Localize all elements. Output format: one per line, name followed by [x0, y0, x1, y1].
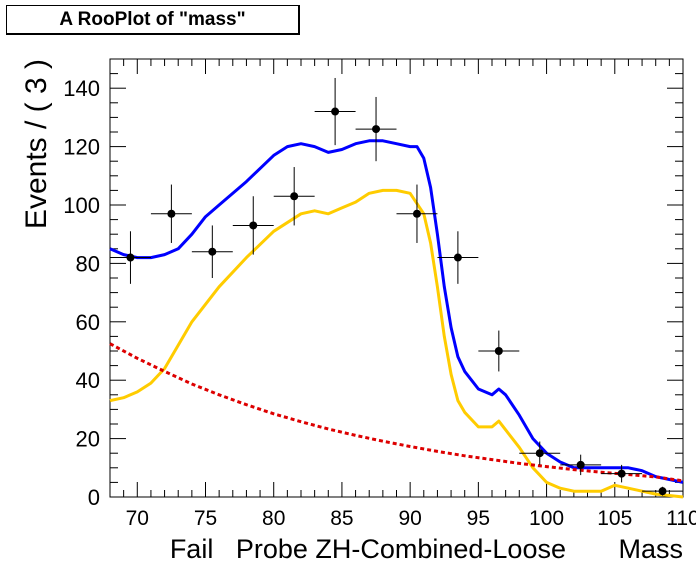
data-point [150, 184, 192, 243]
data-marker [372, 125, 381, 134]
y-tick-label: 20 [76, 427, 100, 452]
data-marker [167, 209, 176, 218]
x-tick-label: 100 [529, 507, 564, 530]
y-tick-label: 60 [76, 310, 100, 335]
data-point [560, 454, 602, 476]
x-tick-label: 95 [467, 507, 490, 530]
data-point [601, 464, 643, 483]
data-marker [576, 460, 585, 469]
data-marker [331, 107, 340, 116]
y-tick-label: 140 [63, 76, 100, 101]
data-marker [453, 253, 462, 262]
data-point [314, 77, 356, 146]
y-tick-label: 0 [88, 485, 100, 510]
data-point [191, 225, 233, 278]
data-marker [412, 209, 421, 218]
y-axis-label: Events / ( 3 ) [20, 59, 53, 229]
background-fit-curve [109, 342, 684, 483]
data-point [478, 330, 520, 372]
data-marker [249, 221, 258, 230]
x-tick-label: 70 [126, 507, 149, 530]
x-tick-label: 110 [666, 507, 696, 530]
y-tick-label: 120 [63, 135, 100, 160]
data-points [110, 77, 683, 496]
data-marker [494, 347, 503, 355]
y-tick-label: 40 [76, 368, 100, 393]
x-axis-label: Fail Probe ZH-Combined-Loose Mass [170, 534, 683, 564]
total-fit-curve [109, 139, 684, 484]
data-marker [617, 469, 626, 478]
axes: 70 75 80 85 90 95 100 105 110 0 20 40 60 80 100 120 140 [63, 59, 696, 530]
data-point [642, 486, 683, 496]
data-point [519, 441, 561, 465]
data-point [396, 184, 438, 243]
data-marker [290, 192, 299, 201]
data-point [355, 96, 397, 162]
plot-frame [109, 58, 684, 498]
x-tick-label: 75 [194, 507, 217, 530]
data-point [232, 196, 274, 255]
x-tick-label: 105 [597, 507, 632, 530]
x-tick-label: 85 [330, 507, 353, 530]
x-tick-label: 80 [262, 507, 285, 530]
data-marker [208, 247, 217, 256]
fit-curves [109, 139, 684, 499]
plot-title: A RooPlot of "mass" [59, 9, 246, 30]
data-marker [658, 487, 667, 496]
data-marker [126, 253, 135, 262]
plot-title-box: A RooPlot of "mass" [6, 5, 300, 35]
y-tick-label: 100 [63, 193, 100, 218]
data-point [437, 231, 479, 284]
x-tick-label: 90 [398, 507, 421, 530]
y-tick-label: 80 [76, 251, 100, 276]
signal-fit-curve [109, 188, 684, 499]
data-point [110, 231, 151, 284]
data-marker [535, 449, 544, 458]
data-point [273, 167, 315, 226]
